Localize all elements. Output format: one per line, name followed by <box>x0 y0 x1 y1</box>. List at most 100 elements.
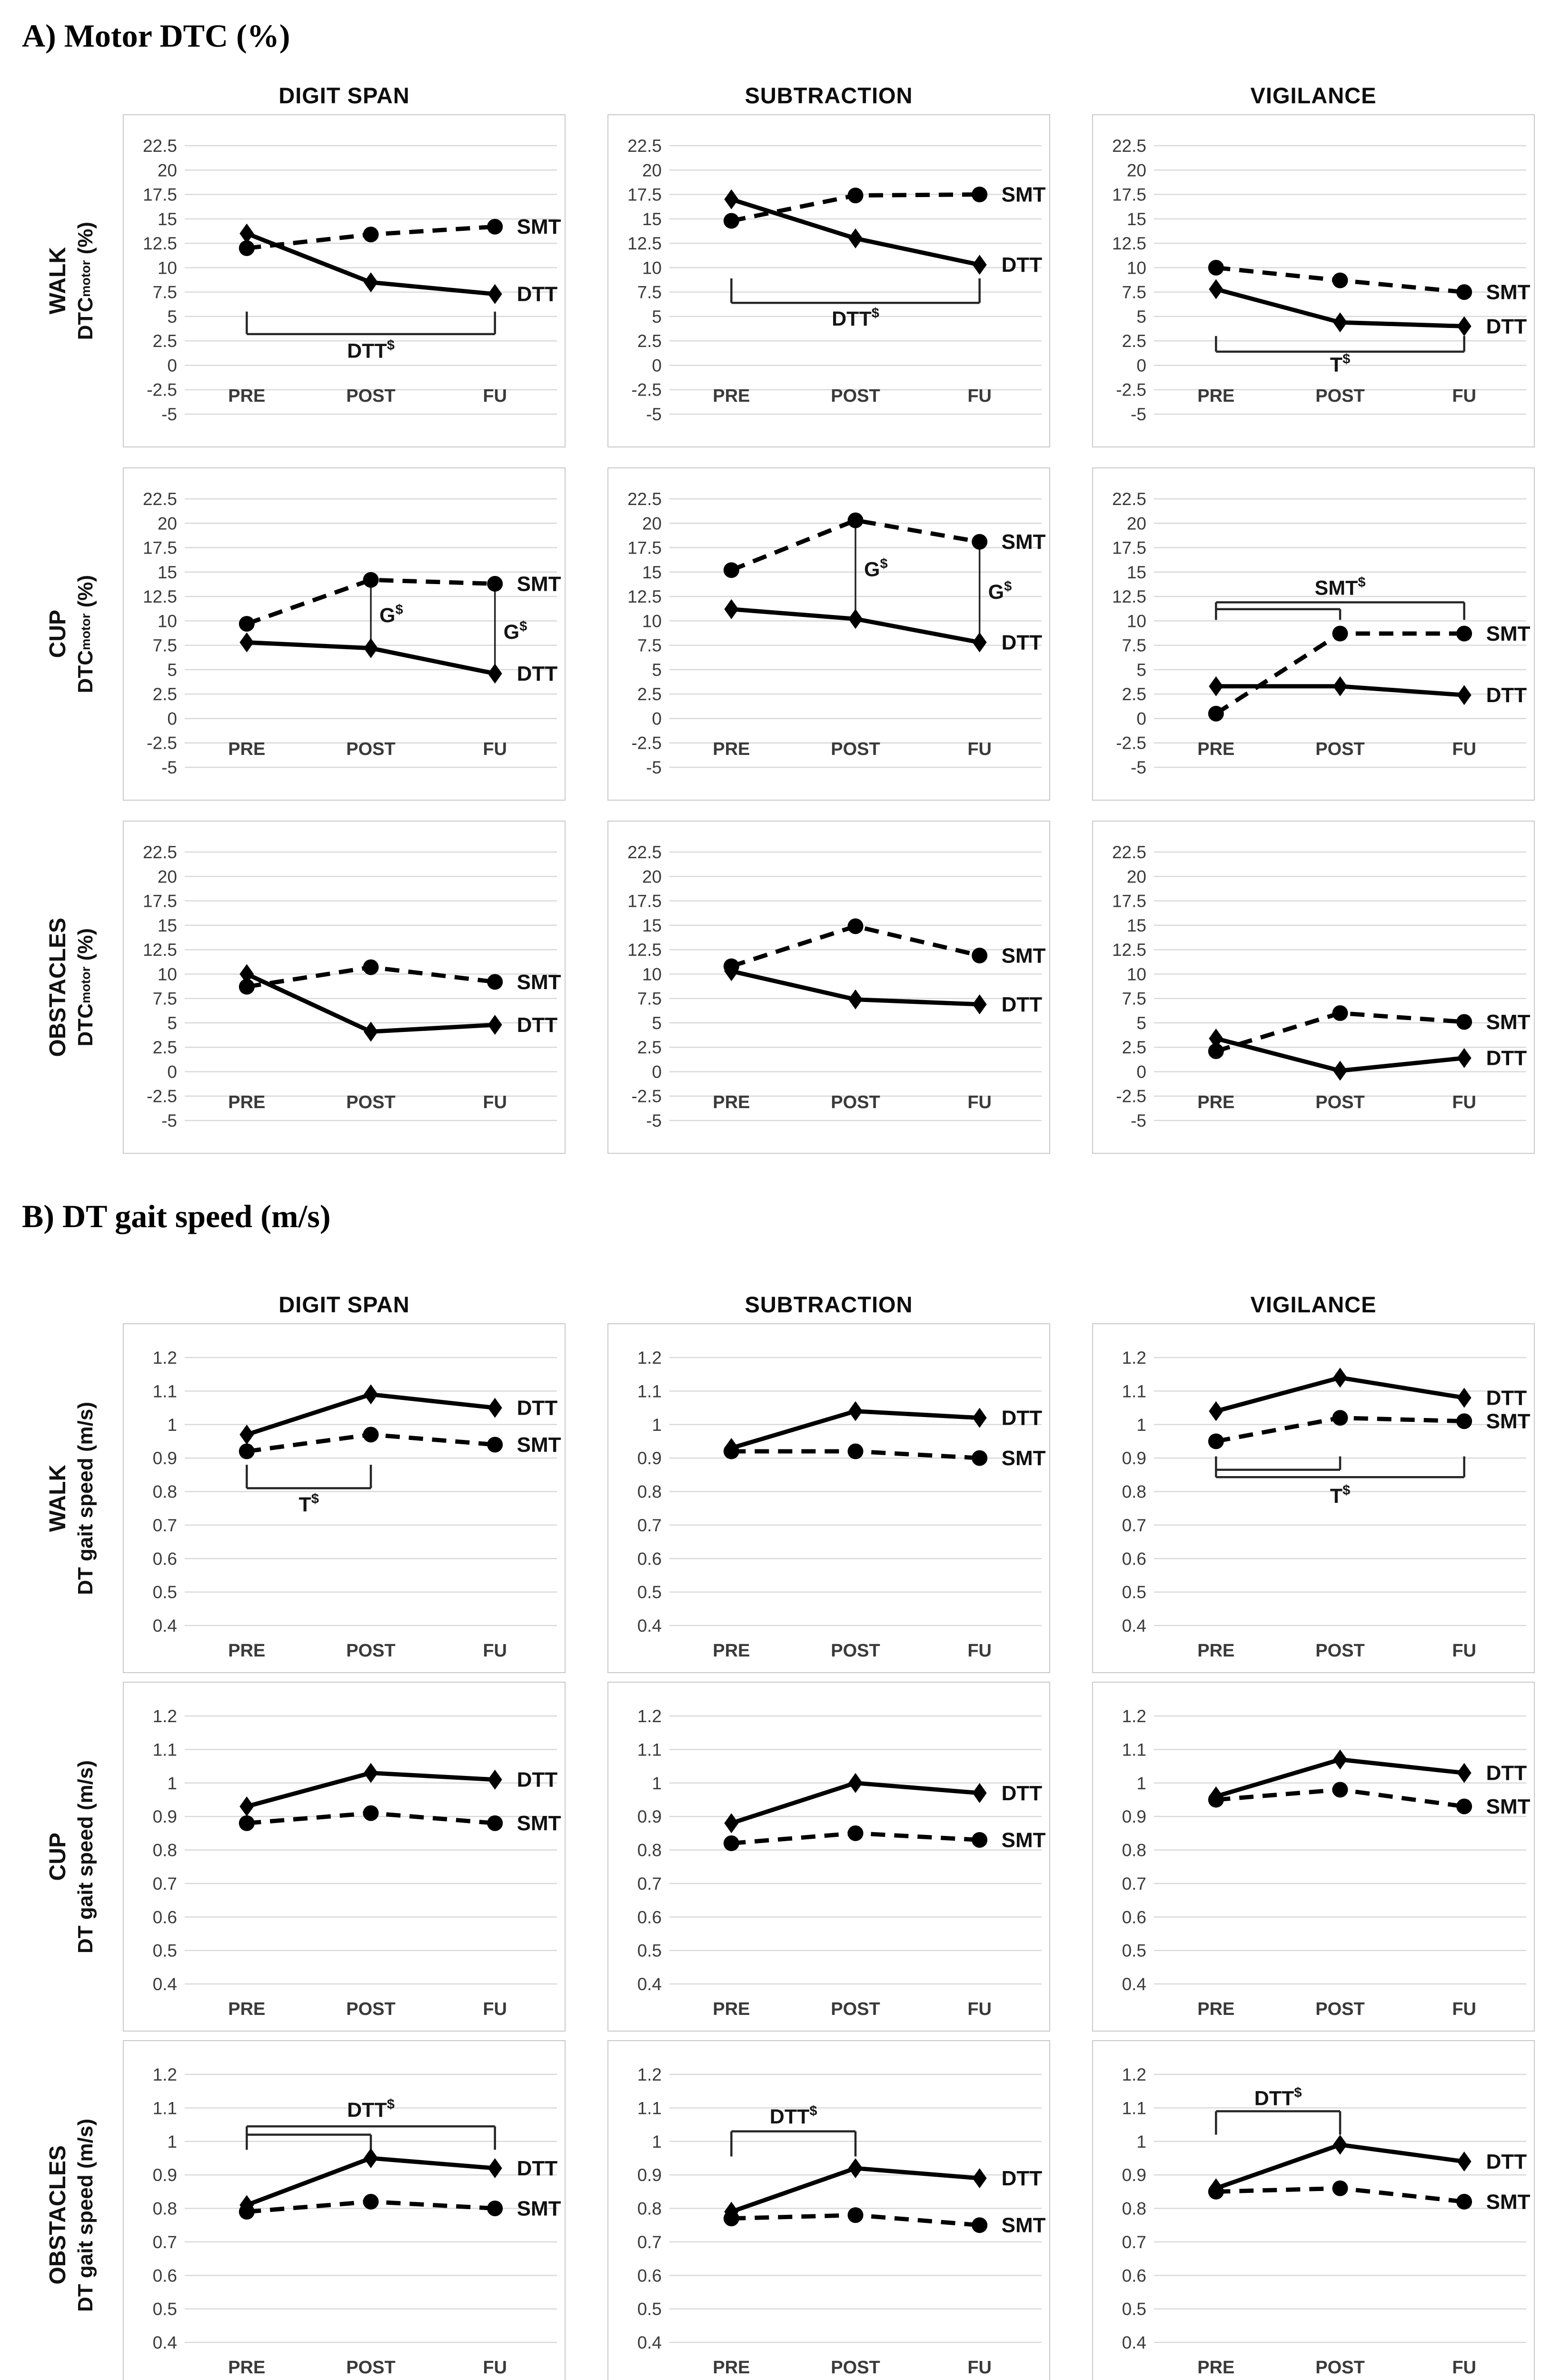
chart-a-cup-vigilance: 22.5 20 17.5 15 12.5 10 7.5 5 2.5 0 -2.5 -5 SMT$ SMT D… <box>1092 467 1535 801</box>
y-tick-label: 0 <box>167 1062 177 1081</box>
y-tick-label: 10 <box>1127 964 1146 984</box>
row-b-cup: CUP DT gait speed (m/s) 1.2 1.1 1 0.9 0.8 0.7… <box>19 1682 1561 2032</box>
y-tick-label: 22.5 <box>1112 136 1146 156</box>
series-label-smt: SMT <box>1486 1011 1531 1034</box>
line-chart-svg: 1.2 1.1 1 0.9 0.8 0.7 0.6 0.5 0.4 SMT DTT PRE POST FU <box>1122 1706 1531 2019</box>
y-tick-label: 7.5 <box>153 989 177 1009</box>
y-tick-label: 0.6 <box>1122 2266 1146 2285</box>
significance-label: DTT$ <box>832 306 879 330</box>
y-tick-label: 0.9 <box>637 1448 662 1468</box>
row-label-a-obstacles: OBSTACLES DTCmotor (%) <box>19 821 123 1154</box>
line-chart-svg: 22.5 20 17.5 15 12.5 10 7.5 5 2.5 0 -2.5 -5 G$ G$ SMT D… <box>627 489 1046 777</box>
series-label-dtt: DTT <box>1002 2167 1043 2190</box>
x-tick-label: FU <box>1452 1092 1476 1112</box>
axis-label-main: DTC <box>73 1003 97 1047</box>
y-tick-label: 12.5 <box>1112 587 1146 606</box>
line-chart-svg: 22.5 20 17.5 15 12.5 10 7.5 5 2.5 0 -2.5 -5 SMT$ SMT D… <box>1112 489 1531 777</box>
y-tick-label: 2.5 <box>637 331 662 351</box>
y-tick-label: 5 <box>652 660 662 680</box>
y-tick-label: 1.2 <box>637 1706 662 1726</box>
y-tick-label: 17.5 <box>143 538 177 558</box>
y-tick-label: 1.2 <box>1122 1706 1146 1726</box>
line-chart-svg: 22.5 20 17.5 15 12.5 10 7.5 5 2.5 0 -2.5 -5 SMT DTT PR… <box>1112 843 1531 1130</box>
y-tick-label: 0.6 <box>153 2266 177 2285</box>
x-tick-label: FU <box>483 1092 507 1112</box>
y-tick-label: 17.5 <box>143 892 177 911</box>
x-tick-label: POST <box>346 1999 395 2019</box>
x-tick-label: PRE <box>228 1092 265 1112</box>
series-label-smt: SMT <box>517 971 561 994</box>
x-tick-label: FU <box>1452 739 1476 759</box>
y-tick-label: 5 <box>167 660 177 680</box>
series-label-dtt: DTT <box>517 1013 558 1037</box>
y-tick-label: 0.4 <box>153 1616 177 1636</box>
row-label-b-cup: CUP DT gait speed (m/s) <box>19 1682 123 2032</box>
y-tick-label: 0.6 <box>637 1907 662 1927</box>
y-tick-label: 7.5 <box>1122 283 1146 302</box>
y-tick-label: 0.8 <box>153 1482 177 1502</box>
column-header-vigilance-b: VIGILANCE <box>1250 1292 1377 1317</box>
axis-label-main: DT gait speed (m/s) <box>73 1401 97 1595</box>
line-chart-svg: 22.5 20 17.5 15 12.5 10 7.5 5 2.5 0 -2.5 -5 SMT DTT PR… <box>143 843 561 1130</box>
y-tick-label: 20 <box>642 867 662 886</box>
y-tick-label: 0.5 <box>153 1583 177 1602</box>
y-tick-label: -2.5 <box>1116 1087 1146 1106</box>
y-tick-label: 0.8 <box>1122 1841 1146 1860</box>
y-tick-label: 7.5 <box>1122 636 1146 655</box>
y-tick-label: 12.5 <box>143 587 177 606</box>
significance-label: G$ <box>379 602 403 627</box>
series-label-smt: SMT <box>517 2197 561 2221</box>
task-label: OBSTACLES <box>45 917 70 1057</box>
y-tick-label: 0 <box>652 709 662 728</box>
y-tick-label: 0.6 <box>1122 1549 1146 1568</box>
chart-a-cup-subtraction: 22.5 20 17.5 15 12.5 10 7.5 5 2.5 0 -2.5 -5 G$ G$ SMT D… <box>607 467 1050 801</box>
significance-label: SMT$ <box>1315 575 1366 600</box>
y-tick-label: -2.5 <box>147 734 177 753</box>
y-tick-label: 5 <box>1136 660 1146 680</box>
x-tick-label: PRE <box>713 1641 750 1661</box>
x-tick-label: FU <box>1452 2358 1476 2378</box>
series-label-dtt: DTT <box>1002 253 1043 277</box>
y-tick-label: 2.5 <box>153 684 177 704</box>
row-b-walk: WALK DT gait speed (m/s) 1.2 1.1 1 0.9 0.8 0.… <box>19 1323 1561 1673</box>
task-label: OBSTACLES <box>45 2145 70 2285</box>
x-tick-label: POST <box>1315 1999 1364 2019</box>
y-tick-label: -2.5 <box>631 734 662 753</box>
series-label-dtt: DTT <box>517 662 558 685</box>
series-label-dtt: DTT <box>517 1768 558 1792</box>
series-label-smt: SMT <box>1486 1410 1531 1433</box>
y-tick-label: 22.5 <box>143 843 177 862</box>
y-tick-label: 0.9 <box>153 1448 177 1468</box>
x-tick-label: POST <box>346 2358 395 2378</box>
x-tick-label: POST <box>1315 1641 1364 1661</box>
y-tick-label: 0.4 <box>637 1974 662 1994</box>
x-tick-label: FU <box>967 1092 992 1112</box>
y-tick-label: 1.2 <box>1122 1348 1146 1368</box>
y-tick-label: 10 <box>642 258 662 278</box>
axis-label-main: DT gait speed (m/s) <box>73 1760 97 1954</box>
line-chart-svg: 22.5 20 17.5 15 12.5 10 7.5 5 2.5 0 -2.5 -5 T$ SMT DTT… <box>1112 136 1531 424</box>
x-tick-label: POST <box>1315 739 1364 759</box>
y-tick-label: 0.5 <box>637 1583 662 1602</box>
chart-a-walk-digit-span: 22.5 20 17.5 15 12.5 10 7.5 5 2.5 0 -2.5 -5 DTT$ SMT D… <box>123 114 566 447</box>
chart-b-cup-subtraction: 1.2 1.1 1 0.9 0.8 0.7 0.6 0.5 0.4 SMT DTT PRE POST FU <box>607 1682 1050 2032</box>
y-tick-label: 1.1 <box>1122 1381 1146 1401</box>
y-tick-label: 1.2 <box>1122 2065 1146 2084</box>
y-tick-label: 0.4 <box>153 2333 177 2352</box>
chart-a-obstacles-subtraction: 22.5 20 17.5 15 12.5 10 7.5 5 2.5 0 -2.5 -5 SMT DTT PR… <box>607 821 1050 1154</box>
y-tick-label: -5 <box>161 758 177 777</box>
series-label-dtt: DTT <box>1486 684 1527 707</box>
y-tick-label: 0.8 <box>153 2199 177 2219</box>
chart-b-walk-digit-span: 1.2 1.1 1 0.9 0.8 0.7 0.6 0.5 0.4 T$ SMT DTT PRE POST… <box>123 1323 566 1673</box>
y-tick-label: 2.5 <box>1122 1038 1146 1057</box>
y-tick-label: 5 <box>652 307 662 327</box>
y-tick-label: 7.5 <box>153 283 177 302</box>
x-tick-label: PRE <box>228 2358 265 2378</box>
y-tick-label: 12.5 <box>627 234 662 253</box>
y-tick-label: 1 <box>652 1415 662 1435</box>
y-tick-label: 0.7 <box>637 1516 662 1535</box>
series-label-dtt: DTT <box>1002 1782 1043 1805</box>
y-tick-label: 1.2 <box>153 1706 177 1726</box>
series-label-dtt: DTT <box>1486 315 1527 338</box>
y-tick-label: 1.2 <box>637 2065 662 2084</box>
